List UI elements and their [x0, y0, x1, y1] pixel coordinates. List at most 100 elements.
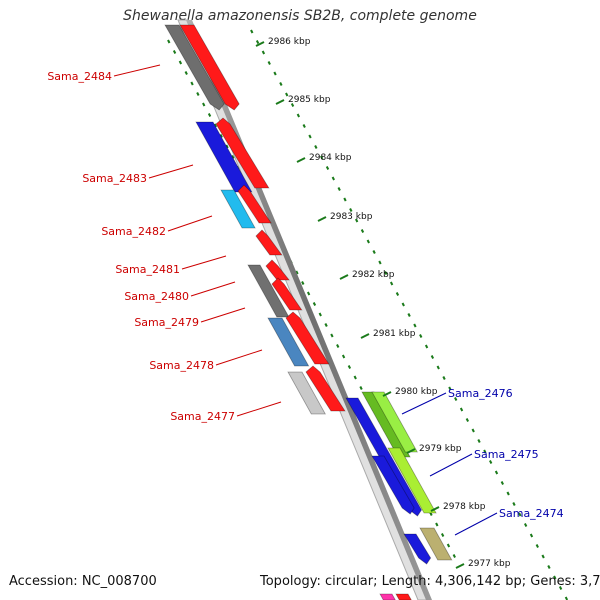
- ruler-dot: [343, 197, 347, 202]
- kbp-tick: [275, 99, 285, 105]
- gene-leader-line: [167, 215, 213, 232]
- gene-label-right: Sama_2474: [499, 507, 564, 520]
- ruler-dot: [500, 481, 504, 485]
- gene-label-left: Sama_2479: [134, 316, 199, 329]
- kbp-tick: [317, 216, 327, 222]
- gene-leader-line: [200, 307, 246, 323]
- ruler-dot: [378, 260, 382, 265]
- kbp-label: 2979 kbp: [419, 444, 462, 454]
- gene-bar-red: [179, 24, 240, 111]
- kbp-tick: [296, 157, 306, 163]
- kbp-ticks: 2986 kbp 2985 kbp 2984 kbp 2983 kbp 2982 kbp…: [255, 37, 511, 569]
- ruler-dot: [331, 176, 335, 181]
- ruler-dot: [518, 512, 522, 517]
- ruler-dot: [202, 102, 206, 107]
- gene-bar-pink: [379, 593, 396, 600]
- gene-bar-red: [215, 117, 270, 189]
- gene-bar-lightgray: [287, 371, 326, 415]
- ruler-dot: [413, 323, 417, 328]
- ruler-dot: [430, 355, 435, 359]
- gene-label-left: Sama_2480: [124, 290, 189, 303]
- gene-bar-blue: [195, 121, 253, 193]
- ruler-dot: [184, 71, 188, 75]
- map-title: Shewanella amazonensis SB2B, complete ge…: [123, 8, 477, 24]
- ruler-dot: [424, 344, 429, 349]
- gene-bar-cyan: [220, 189, 256, 229]
- ruler-dot: [419, 334, 423, 338]
- ruler-dot: [341, 354, 346, 359]
- kbp-tick: [455, 563, 465, 569]
- gene-features: [164, 24, 453, 600]
- gene-leader-line: [236, 401, 282, 417]
- gene-bar-red: [255, 229, 283, 256]
- ruler-dot: [250, 29, 254, 34]
- kbp-tick: [255, 41, 265, 47]
- kbp-label: 2984 kbp: [309, 153, 352, 163]
- ruler-dot: [302, 124, 306, 128]
- ruler-dot: [359, 386, 363, 390]
- gene-bar-lime: [387, 447, 437, 514]
- ruler-dot: [231, 155, 235, 159]
- kbp-tick: [382, 391, 392, 397]
- gene-label-left: Sama_2484: [47, 70, 112, 83]
- ruler-dot: [225, 144, 229, 149]
- ruler-dot: [267, 61, 271, 65]
- gene-label-left: Sama_2477: [170, 410, 235, 423]
- gene-bar-red: [237, 184, 272, 224]
- ruler-dot: [389, 281, 394, 286]
- kbp-label: 2986 kbp: [268, 37, 311, 47]
- ruler-dot: [401, 302, 405, 307]
- gene-leader-line: [148, 164, 194, 179]
- gene-bar-red: [265, 259, 290, 281]
- gene-bar-red: [305, 365, 346, 412]
- gene-label-right: Sama_2476: [448, 387, 513, 400]
- ruler-dot: [273, 71, 277, 76]
- ruler-dot: [459, 407, 464, 412]
- ruler-dot: [285, 92, 289, 97]
- ruler-dot: [471, 428, 475, 433]
- ruler-dot: [337, 187, 341, 191]
- ruler-dot: [448, 386, 452, 391]
- kbp-label: 2978 kbp: [443, 502, 486, 512]
- ruler-dot: [353, 375, 357, 380]
- ruler-dot: [213, 123, 218, 128]
- gene-bar-steelblue: [267, 317, 310, 367]
- kbp-tick: [339, 274, 349, 280]
- ruler-dot: [366, 239, 370, 244]
- gene-bar-red: [271, 277, 303, 311]
- kbp-tick: [360, 333, 370, 339]
- ruler-dot: [489, 460, 493, 464]
- ruler-dot: [395, 292, 400, 296]
- ruler-dot: [296, 113, 301, 118]
- ruler-dot: [219, 134, 223, 138]
- ruler-dot: [306, 291, 311, 296]
- ruler-dot: [465, 418, 470, 422]
- ruler-dot: [454, 397, 458, 401]
- ruler-dot: [178, 60, 183, 65]
- gene-leader-line: [401, 392, 447, 415]
- ruler-dot: [553, 575, 557, 580]
- ruler-dot: [196, 92, 200, 96]
- gene-bar-gray: [164, 24, 225, 111]
- ruler-dot: [279, 82, 283, 86]
- ruler-dot: [558, 586, 563, 590]
- ruler-dot: [355, 218, 359, 223]
- ruler-dot: [301, 281, 305, 285]
- gene-label-left: Sama_2483: [82, 172, 147, 185]
- ruler-dot: [330, 333, 334, 338]
- ruler-dot: [290, 103, 295, 107]
- ruler-dot: [512, 502, 516, 506]
- ruler-dot: [295, 270, 299, 275]
- gene-label-left: Sama_2482: [101, 225, 166, 238]
- gene-bar-blue: [371, 455, 415, 515]
- ruler-dot: [523, 523, 528, 527]
- gene-bar-khaki: [419, 527, 453, 561]
- ruler-dot: [318, 312, 322, 317]
- ruler-dot: [347, 365, 352, 369]
- ruler-dot: [446, 543, 451, 548]
- kbp-label: 2985 kbp: [288, 95, 331, 105]
- ruler-dot: [207, 113, 212, 117]
- ruler-dot: [440, 533, 445, 537]
- gene-leader-line: [113, 64, 161, 77]
- ruler-dot: [477, 439, 481, 443]
